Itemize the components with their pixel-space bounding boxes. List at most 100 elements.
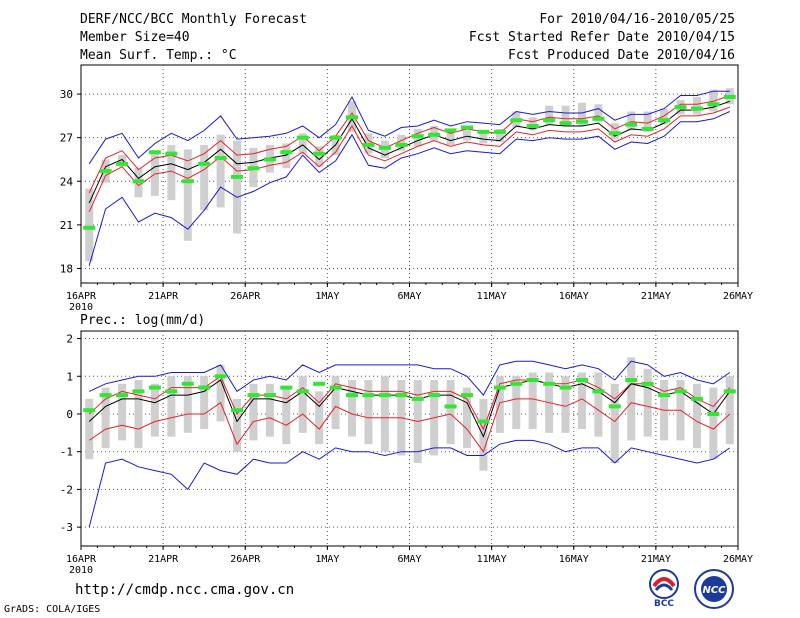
ensemble-marker	[280, 150, 293, 155]
ensemble-marker	[313, 381, 326, 386]
spread-box	[101, 387, 110, 448]
spread-box	[446, 130, 455, 145]
y-tick-label: -3	[60, 521, 73, 534]
spread-box	[709, 89, 718, 112]
spread-box	[446, 380, 455, 445]
ensemble-marker	[493, 385, 506, 390]
spread-box	[118, 383, 127, 441]
ensemble-marker	[444, 404, 457, 409]
ensemble-marker	[460, 125, 473, 130]
ensemble-marker	[83, 225, 96, 230]
ensemble-marker	[247, 393, 260, 398]
ensemble-marker	[247, 166, 260, 171]
y-tick-label: 21	[60, 219, 73, 232]
ensemble-mean-line	[88, 100, 730, 204]
ensemble-marker	[526, 378, 539, 383]
y-tick-label: 1	[66, 370, 73, 383]
ensemble-marker	[592, 389, 605, 394]
spread-box	[725, 376, 734, 445]
ensemble-marker	[198, 161, 211, 166]
ensemble-marker	[165, 389, 178, 394]
ensemble-marker	[625, 378, 638, 383]
spread-box	[462, 126, 471, 141]
y-tick-label: 18	[60, 262, 73, 275]
x-tick-label: 26MAY	[723, 291, 753, 302]
ensemble-marker	[477, 419, 490, 424]
ensemble-marker	[428, 393, 441, 398]
spread-box	[462, 387, 471, 448]
ensemble-marker	[625, 122, 638, 127]
ensemble-marker	[346, 115, 359, 120]
spread-box	[167, 144, 176, 201]
produced-date: Fcst Produced Date 2010/04/16	[508, 48, 735, 63]
spread-box	[692, 383, 701, 448]
footer-url[interactable]: http://cmdp.ncc.cma.gov.cn	[75, 582, 295, 598]
x-tick-label: 6MAY	[397, 554, 421, 565]
ensemble-marker	[460, 393, 473, 398]
ncc-logo-text: NCC	[702, 585, 726, 596]
temperature-panel: 18 21 24 27 30 16APR 21APR 26APR 1MAY 6MAY 11MAY 16…	[60, 64, 753, 313]
spread-box	[528, 372, 537, 430]
spread-box	[183, 149, 192, 241]
ensemble-marker	[493, 129, 506, 134]
ensemble-marker	[313, 151, 326, 156]
spread-box	[315, 146, 324, 167]
ensemble-marker	[231, 408, 244, 413]
ensemble-marker	[411, 396, 424, 401]
x-tick-label: 11MAY	[477, 554, 507, 565]
spread-box	[479, 130, 488, 144]
ensemble-marker	[707, 411, 720, 416]
spread-box	[298, 376, 307, 433]
spread-lower-line	[88, 106, 730, 213]
x-tick-label: 16MAY	[559, 291, 589, 302]
ensemble-marker	[395, 393, 408, 398]
ensemble-marker	[608, 404, 621, 409]
y-tick-label: 30	[60, 88, 73, 101]
spread-upper-line	[88, 375, 731, 431]
spread-box	[183, 376, 192, 433]
ensemble-marker	[641, 381, 654, 386]
spread-box	[561, 105, 570, 127]
spread-box	[512, 376, 521, 430]
spread-box	[610, 123, 619, 140]
grads-credit: GrADS: COLA/IGES	[4, 604, 101, 615]
x-tick-label: 11MAY	[477, 291, 507, 302]
ensemble-marker	[575, 119, 588, 124]
range-max-line	[88, 90, 730, 165]
spread-box	[85, 188, 94, 262]
ensemble-marker	[658, 393, 671, 398]
ensemble-marker	[132, 179, 145, 184]
ensemble-marker	[362, 393, 375, 398]
spread-box	[331, 376, 340, 430]
precipitation-panel: -3 -2 -1 0 1 2 16APR 21APR 26APR 1MAY 6MAY 11MAY 16M…	[60, 330, 753, 576]
ensemble-marker	[707, 102, 720, 107]
ensemble-marker	[116, 393, 129, 398]
bcc-logo: BCC	[640, 568, 688, 609]
spread-box	[660, 108, 669, 125]
spread-box	[216, 364, 225, 422]
spread-box	[348, 380, 357, 437]
ensemble-marker	[99, 169, 112, 174]
spread-box	[265, 383, 274, 437]
ensemble-marker	[231, 174, 244, 179]
forecast-period: For 2010/04/16-2010/05/25	[539, 12, 735, 27]
ensemble-marker	[263, 157, 276, 162]
range-min-line	[88, 111, 731, 266]
spread-box	[233, 140, 242, 234]
ensemble-marker	[411, 134, 424, 139]
ensemble-marker	[592, 116, 605, 121]
spread-box	[610, 383, 619, 464]
spread-box	[150, 383, 159, 437]
x-tick-label: 21APR	[148, 291, 179, 302]
member-size: Member Size=40	[80, 30, 190, 45]
ensemble-marker	[181, 179, 194, 184]
ensemble-marker	[378, 145, 391, 150]
spread-box	[85, 398, 94, 460]
ensemble-marker	[181, 381, 194, 386]
spread-box	[216, 134, 225, 208]
ensemble-marker	[395, 142, 408, 147]
spread-box	[495, 128, 504, 143]
spread-box	[561, 376, 570, 433]
spread-box	[233, 398, 242, 452]
ensemble-marker	[214, 374, 227, 379]
